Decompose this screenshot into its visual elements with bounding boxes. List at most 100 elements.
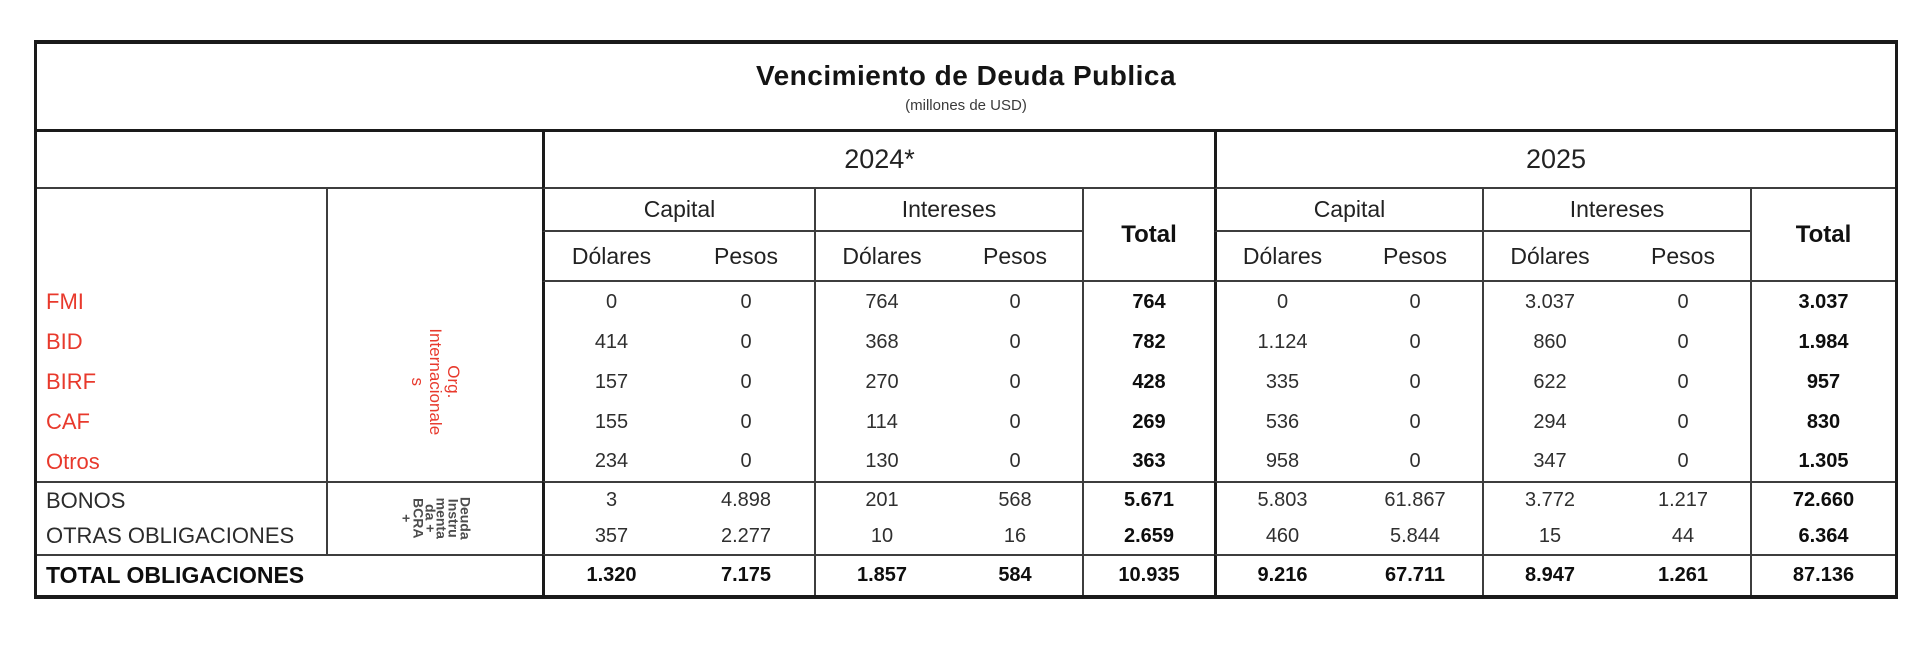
table-cell: 568 [948,481,1082,518]
table-cell: 0 [1409,450,1421,472]
table-cell: 830 [1750,402,1895,442]
table-cell: 0 [1409,370,1421,393]
table-cell: 15 [1482,518,1616,554]
group-label-deuda-instrumentada: Deuda Instru menta da + BCRA + [328,481,542,554]
header-pesos-intereses-2024: Pesos [948,232,1082,282]
table-cell: 0 [740,410,752,433]
table-cell: 0 [740,330,752,353]
table-cell: 0 [1409,410,1421,433]
table-cell: 114 [814,402,948,442]
table-cell: 536 [1214,402,1348,442]
table-cell: 414 [542,322,678,362]
table-cell: 1.320 [542,554,678,595]
header-dolares-intereses-2024: Dólares [814,232,948,282]
table-cell: 44 [1671,524,1695,547]
table-cell: 368 [814,322,948,362]
table-cell: 157 [542,362,678,402]
year-header-2024: 2024* [542,132,1214,189]
row-label-bonos: BONOS [37,481,328,518]
header-pesos-intereses-2025: Pesos [1616,232,1750,282]
table-cell: 3.037 [1482,282,1616,322]
table-cell: 270 [814,362,948,402]
table-cell: 0 [1677,330,1689,353]
table-cell: 622 [1482,362,1616,402]
table-cell: 3 [542,481,678,518]
table-cell: 0 [1214,282,1348,322]
table-cell: 357 [542,518,678,554]
table-cell: 0 [1409,330,1421,353]
header-intereses-2024: Intereses [814,189,1082,232]
table-cell: 1.124 [1214,322,1348,362]
empty-group-cell [328,189,542,282]
table-cell: 782 [1082,322,1214,362]
table-cell: 10.935 [1082,554,1214,595]
header-total-2025: Total [1750,189,1895,282]
table-cell: 9.216 [1214,554,1348,595]
table-cell: 10 [814,518,948,554]
table-cell: 958 [1214,442,1348,481]
table-cell: 3.037 [1750,282,1895,322]
table-cell: 61.867 [1348,481,1482,518]
row-label-caf: CAF [37,402,328,442]
debt-maturity-table: Vencimiento de Deuda Publica (millones d… [34,40,1898,599]
table-cell: 0 [1009,290,1021,313]
table-cell: 347 [1482,442,1616,481]
row-label-birf: BIRF [37,362,328,402]
table-cell: 67.711 [1348,554,1482,595]
header-dolares-capital-2024: Dólares [542,232,678,282]
table-cell: 72.660 [1750,481,1895,518]
table-cell: 1.305 [1750,442,1895,481]
table-cell: 0 [740,290,752,313]
table-cell: 4.898 [678,481,814,518]
table-cell: 0 [1677,290,1689,313]
table-cell: 764 [1082,282,1214,322]
table-cell: 460 [1214,518,1348,554]
table-cell: 8.947 [1482,554,1616,595]
empty-label-cell [37,189,328,282]
table-title: Vencimiento de Deuda Publica [755,59,1177,91]
table-cell: 6.364 [1750,518,1895,554]
table-cell: 1.261 [1616,554,1750,595]
table-cell: 584 [948,554,1082,595]
table-cell: 5.844 [1389,524,1441,547]
table-cell: 3.772 [1482,481,1616,518]
header-total-2024: Total [1082,189,1214,282]
table-cell: 294 [1482,402,1616,442]
table-cell: 428 [1082,362,1214,402]
table-title-block: Vencimiento de Deuda Publica (millones d… [37,44,1895,132]
group-label-org-internacionales: Org. Internacionale s [328,282,542,481]
table-cell: 201 [814,481,948,518]
table-cell: 860 [1482,322,1616,362]
table-subtitle: (millones de USD) [905,96,1027,114]
row-label-fmi: FMI [37,282,328,322]
row-label-otras-obligaciones: OTRAS OBLIGACIONES [37,518,328,554]
table-cell: 0 [542,282,678,322]
table-cell: 363 [1082,442,1214,481]
table-cell: 0 [1677,450,1689,472]
table-cell: 5.803 [1214,481,1348,518]
table-cell: 0 [1009,330,1021,353]
table-cell: 957 [1750,362,1895,402]
header-pesos-capital-2025: Pesos [1348,232,1482,282]
table-cell: 87.136 [1750,554,1895,595]
table-cell: 0 [1009,410,1021,433]
header-dolares-intereses-2025: Dólares [1482,232,1616,282]
table-cell: 2.277 [720,524,772,547]
year-header-2025: 2025 [1214,132,1895,189]
table-cell: 7.175 [678,554,814,595]
row-label-total-obligaciones: TOTAL OBLIGACIONES [37,554,542,595]
table-cell: 0 [1409,290,1421,313]
table-cell: 0 [1009,370,1021,393]
header-capital-2024: Capital [542,189,814,232]
header-pesos-capital-2024: Pesos [678,232,814,282]
table-cell: 1.984 [1750,322,1895,362]
table-cell: 234 [542,442,678,481]
group-label-text: Org. Internacionale s [408,328,463,435]
header-intereses-2025: Intereses [1482,189,1750,232]
table-cell: 269 [1082,402,1214,442]
table-cell: 2.659 [1082,518,1214,554]
table-cell: 0 [740,370,752,393]
table-cell: 130 [814,442,948,481]
table-cell: 0 [1009,450,1021,472]
